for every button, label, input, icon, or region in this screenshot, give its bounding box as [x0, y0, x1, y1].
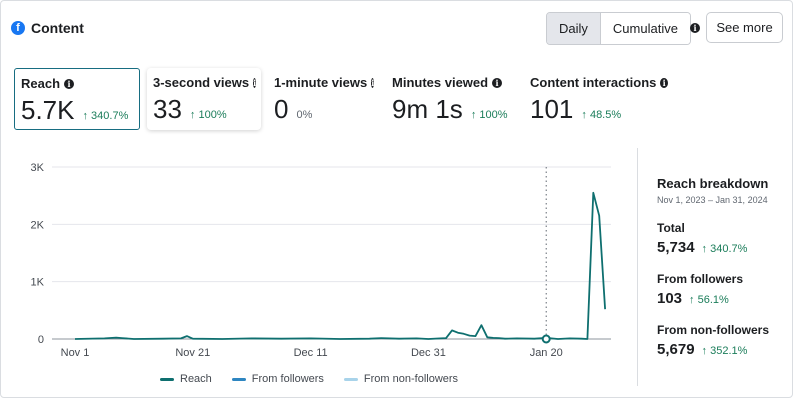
info-icon[interactable]: i: [64, 78, 75, 89]
metric-reach[interactable]: Reach i 5.7K ↑ 340.7%: [14, 68, 140, 130]
reach-series-line: [74, 191, 606, 340]
cumulative-button[interactable]: Cumulative: [600, 13, 690, 44]
legend-swatch: [343, 377, 358, 381]
metric-value: 101: [530, 94, 574, 124]
metric-value: 5.7K: [21, 95, 75, 125]
legend-label: Reach: [180, 373, 212, 385]
y-tick-label: 1K: [31, 277, 45, 289]
metric-label: 3-second views: [153, 75, 250, 90]
daily-button[interactable]: Daily: [547, 13, 601, 44]
reach-breakdown: Reach breakdown Nov 1, 2023 – Jan 31, 20…: [657, 176, 787, 358]
metric-value: 9m 1s: [392, 94, 463, 124]
reach-chart: 0 1K 2K 3K Nov 1 Nov 21 Dec 11 Dec 31 Jan 20: [0, 150, 630, 370]
metric-change: ↑ 100%: [470, 109, 508, 121]
metric-label: 1-minute views: [274, 75, 368, 90]
hover-point-marker[interactable]: [541, 334, 551, 344]
panel-header: f Content: [11, 20, 84, 36]
info-icon[interactable]: i: [253, 77, 257, 88]
info-icon[interactable]: i: [371, 77, 375, 88]
legend-item-from-followers[interactable]: From followers: [231, 373, 324, 385]
metric-label: Content interactions: [530, 75, 657, 90]
legend-label: From followers: [251, 373, 324, 385]
breakdown-total-label: Total: [657, 221, 685, 235]
chart-legend: Reach From followers From non-followers: [160, 373, 458, 385]
metric-value: 33: [153, 94, 182, 124]
info-icon[interactable]: i: [660, 77, 668, 88]
breakdown-non-followers-change: ↑ 352.1%: [701, 345, 748, 357]
y-tick-label: 0: [38, 334, 44, 346]
y-tick-label: 2K: [31, 219, 45, 231]
panel-title: Content: [31, 20, 84, 36]
breakdown-total-value: 5,734: [657, 239, 695, 256]
view-toggle: Daily Cumulative: [546, 12, 691, 45]
info-icon[interactable]: i: [690, 23, 700, 33]
metric-label: Minutes viewed: [392, 75, 489, 90]
metric-minutes-viewed[interactable]: Minutes viewed i 9m 1s ↑ 100%: [386, 68, 518, 130]
breakdown-date-range: Nov 1, 2023 – Jan 31, 2024: [657, 195, 768, 205]
metric-3-second-views[interactable]: 3-second views i 33 ↑ 100%: [147, 68, 261, 130]
legend-swatch: [231, 377, 246, 381]
breakdown-followers-value: 103: [657, 290, 683, 307]
metric-change: ↑ 48.5%: [581, 109, 622, 121]
y-tick-label: 3K: [31, 162, 45, 174]
breakdown-followers-change: ↑ 56.1%: [689, 294, 729, 306]
x-tick-label: Jan 20: [530, 347, 563, 359]
x-tick-label: Dec 31: [411, 347, 446, 359]
breakdown-non-followers-label: From non-followers: [657, 323, 769, 337]
info-icon[interactable]: i: [492, 77, 503, 88]
x-tick-label: Nov 21: [175, 347, 210, 359]
metric-label: Reach: [21, 76, 61, 91]
metric-content-interactions[interactable]: Content interactions i 101 ↑ 48.5%: [524, 68, 674, 130]
facebook-icon: f: [11, 21, 25, 35]
x-tick-label: Dec 11: [294, 347, 328, 359]
legend-item-reach[interactable]: Reach: [160, 373, 212, 385]
breakdown-total-change: ↑ 340.7%: [701, 243, 748, 255]
metric-1-minute-views[interactable]: 1-minute views i 0 0%: [268, 68, 380, 130]
legend-label: From non-followers: [363, 373, 459, 385]
metric-change: 0%: [296, 109, 313, 121]
breakdown-followers-label: From followers: [657, 272, 744, 286]
legend-swatch: [160, 377, 174, 381]
divider: [637, 148, 638, 386]
x-tick-label: Nov 1: [61, 347, 90, 359]
breakdown-title: Reach breakdown: [657, 176, 769, 191]
legend-item-from-non-followers[interactable]: From non-followers: [343, 373, 459, 385]
reach-chart-svg: 0 1K 2K 3K Nov 1 Nov 21 Dec 11 Dec 31 Jan 20: [31, 162, 611, 359]
breakdown-non-followers-value: 5,679: [657, 341, 695, 358]
metric-change: ↑ 340.7%: [82, 110, 129, 122]
metric-change: ↑ 100%: [189, 109, 227, 121]
see-more-button[interactable]: See more: [706, 12, 783, 43]
metric-value: 0: [274, 94, 289, 124]
